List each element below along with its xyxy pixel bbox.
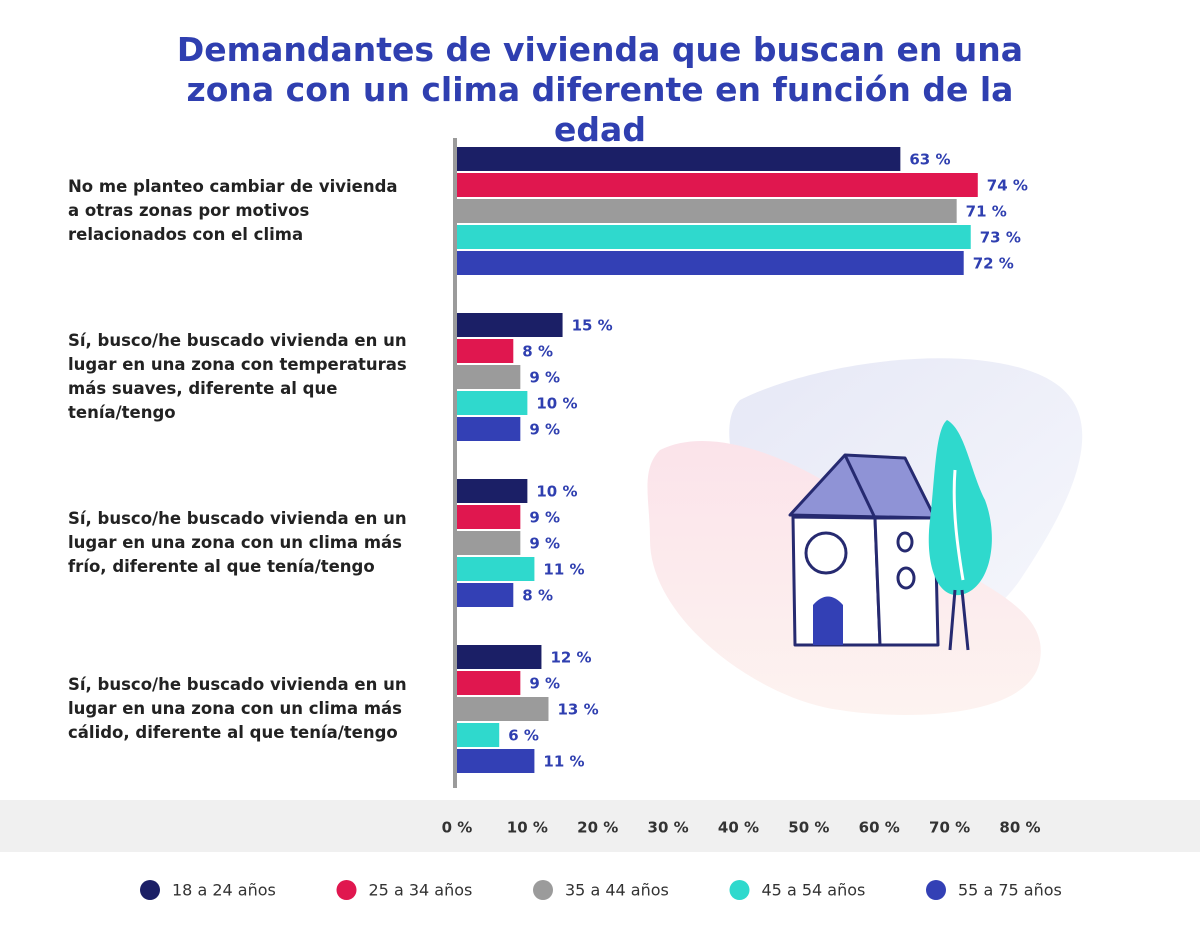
x-tick-label: 40 %: [718, 819, 759, 837]
value-label: 6 %: [508, 727, 539, 745]
x-tick-label: 20 %: [577, 819, 618, 837]
value-label: 15 %: [572, 317, 613, 335]
value-label: 9 %: [529, 369, 560, 387]
bar: [457, 583, 514, 607]
legend-marker: [729, 880, 750, 900]
legend-label: 25 a 34 años: [369, 881, 473, 900]
legend-marker: [926, 880, 946, 900]
legend-label: 55 a 75 años: [958, 881, 1062, 900]
bar: [457, 417, 521, 441]
legend-label: 18 a 24 años: [172, 881, 276, 900]
bar: [457, 645, 542, 669]
bar: [457, 251, 964, 275]
value-label: 10 %: [536, 395, 577, 413]
y-axis: [453, 138, 457, 788]
legend-label: 45 a 54 años: [762, 881, 866, 900]
bar: [457, 391, 528, 415]
value-label: 9 %: [529, 675, 560, 693]
bar: [457, 557, 535, 581]
value-label: 9 %: [529, 535, 560, 553]
value-label: 12 %: [550, 649, 591, 667]
bar: [457, 749, 535, 773]
value-label: 9 %: [529, 421, 560, 439]
bar: [457, 199, 957, 223]
legend-marker: [533, 880, 553, 900]
x-tick-label: 60 %: [859, 819, 900, 837]
x-tick-label: 0 %: [442, 819, 473, 837]
value-label: 8 %: [522, 587, 553, 605]
bar: [457, 339, 514, 363]
category-label: Sí, busco/he buscado vivienda en un luga…: [68, 509, 407, 576]
x-tick-label: 70 %: [929, 819, 970, 837]
chart-title: Demandantes de vivienda que buscan en un…: [176, 30, 1024, 149]
bar: [457, 313, 563, 337]
bar: [457, 531, 521, 555]
value-label: 74 %: [987, 177, 1028, 195]
value-label: 63 %: [909, 151, 950, 169]
value-label: 11 %: [543, 753, 584, 771]
value-label: 11 %: [543, 561, 584, 579]
legend-label: 35 a 44 años: [565, 881, 669, 900]
bar: [457, 479, 528, 503]
legend-marker: [336, 880, 357, 900]
x-tick-label: 10 %: [507, 819, 548, 837]
bar: [457, 147, 901, 171]
bar: [457, 225, 971, 249]
x-tick-label: 30 %: [648, 819, 689, 837]
category-label: Sí, busco/he buscado vivienda en un luga…: [68, 675, 407, 742]
category-label: Sí, busco/he buscado vivienda en un luga…: [68, 331, 407, 422]
value-label: 10 %: [536, 483, 577, 501]
value-label: 9 %: [529, 509, 560, 527]
axis-band: [0, 800, 1200, 852]
category-label: No me planteo cambiar de vivienda a otra…: [68, 177, 398, 244]
value-label: 73 %: [980, 229, 1021, 247]
value-label: 13 %: [557, 701, 598, 719]
bar: [457, 365, 521, 389]
x-tick-label: 80 %: [999, 819, 1040, 837]
bar: [457, 697, 549, 721]
bar: [457, 505, 521, 529]
value-label: 72 %: [973, 255, 1014, 273]
illustration: [647, 358, 1083, 715]
bar: [457, 671, 521, 695]
x-tick-label: 50 %: [788, 819, 829, 837]
value-label: 71 %: [966, 203, 1007, 221]
legend-marker: [140, 880, 160, 900]
value-label: 8 %: [522, 343, 553, 361]
bar: [457, 173, 978, 197]
bar: [457, 723, 500, 747]
